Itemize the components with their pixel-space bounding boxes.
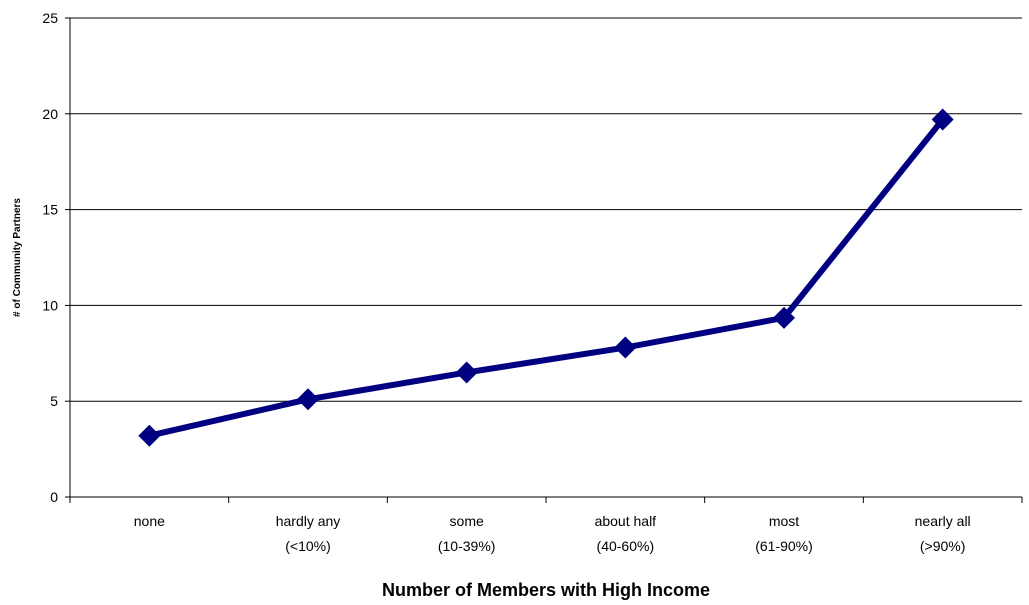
y-tick-label: 20 [42, 106, 58, 122]
x-tick-label: (10-39%) [438, 538, 496, 554]
x-tick-label: nearly all [915, 513, 971, 529]
data-point-marker [455, 361, 478, 384]
y-tick-label: 25 [42, 10, 58, 26]
x-tick-label: most [769, 513, 799, 529]
axes [69, 18, 1022, 498]
data-point-marker [773, 306, 795, 329]
x-tick-label: some [450, 513, 484, 529]
y-tick-label: 10 [42, 297, 58, 313]
data-point-marker [614, 336, 637, 359]
x-tick-label: none [134, 513, 165, 529]
gridlines [70, 17, 1022, 402]
x-tick-label: (40-60%) [597, 538, 655, 554]
data-point-marker [931, 108, 954, 131]
x-tick-label: (61-90%) [755, 538, 813, 554]
series-line [148, 117, 946, 439]
y-tick-label: 15 [42, 202, 58, 218]
series [138, 108, 954, 447]
y-tick-label: 5 [50, 393, 58, 409]
y-tick-label: 0 [50, 489, 58, 505]
x-axis-label: Number of Members with High Income [382, 580, 710, 600]
x-tick-label: hardly any [276, 513, 341, 529]
y-axis-ticks: 0 5 10 15 20 25 [42, 10, 70, 505]
x-axis-ticks: none hardly any (<10%) some (10-39%) about ha… [69, 497, 1023, 554]
x-tick-label: about half [595, 513, 657, 529]
data-point-marker [297, 388, 319, 411]
y-axis-label: # of Community Partners [12, 198, 23, 317]
x-tick-label: (>90%) [920, 538, 966, 554]
data-point-marker [138, 424, 161, 447]
x-tick-label: (<10%) [285, 538, 331, 554]
